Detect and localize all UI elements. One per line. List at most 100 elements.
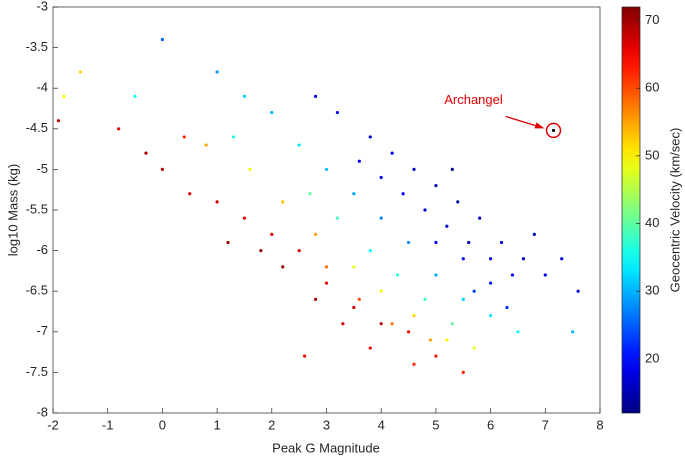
point [352, 265, 356, 269]
point [379, 216, 383, 220]
point [160, 167, 164, 171]
point [182, 135, 186, 139]
point [335, 216, 340, 220]
colorbar-tick-label: 60 [645, 80, 659, 95]
x-tick-label: 6 [487, 417, 494, 432]
point [56, 119, 61, 123]
x-tick-label: 4 [378, 417, 385, 432]
point [297, 249, 301, 253]
point [215, 200, 219, 204]
point [297, 143, 301, 147]
colorbar-tick-label: 70 [645, 12, 659, 27]
point [357, 159, 361, 163]
point [406, 330, 411, 334]
point [396, 273, 400, 277]
point [571, 330, 575, 334]
point [521, 257, 526, 261]
y-tick-label: -6 [36, 242, 48, 257]
point [434, 240, 438, 245]
point [560, 257, 564, 261]
point [231, 135, 236, 139]
point [543, 273, 547, 277]
x-tick-label: -2 [47, 417, 59, 432]
point [379, 175, 383, 180]
point [406, 240, 411, 245]
annotation-label: Archangel [444, 92, 503, 107]
point [324, 281, 329, 285]
point [248, 167, 252, 171]
point [160, 37, 164, 42]
colorbar-tick-label: 40 [645, 215, 659, 230]
colorbar-tick-label: 30 [645, 283, 659, 298]
x-tick-label: 8 [596, 417, 603, 432]
point [117, 127, 121, 131]
point [510, 273, 515, 277]
y-tick-label: -7 [36, 323, 48, 338]
point [445, 338, 449, 342]
y-tick-label: -5.5 [26, 201, 48, 216]
point [516, 330, 520, 334]
plot-area [52, 6, 601, 414]
x-tick-label: 3 [323, 417, 330, 432]
y-tick-label: -3 [36, 0, 48, 13]
point [78, 70, 82, 74]
point [368, 346, 372, 350]
point [461, 370, 465, 374]
point [505, 305, 509, 310]
point [281, 265, 285, 269]
y-tick-label: -5 [36, 161, 48, 176]
annotation-arrowhead [534, 122, 545, 129]
point [368, 135, 372, 139]
point [204, 143, 208, 147]
x-tick-label: 5 [432, 417, 439, 432]
annotation-point [551, 128, 556, 133]
y-tick-label: -4 [36, 80, 48, 95]
y-tick-label: -8 [36, 404, 48, 419]
point [352, 305, 356, 310]
colorbar [621, 6, 641, 414]
y-tick-label: -4.5 [26, 120, 48, 135]
y-tick-label: -7.5 [26, 364, 48, 379]
point [324, 167, 329, 171]
point [461, 297, 465, 301]
point [412, 313, 416, 318]
point [242, 216, 247, 220]
point [357, 297, 361, 301]
point [188, 192, 192, 196]
point [352, 192, 356, 196]
point [313, 297, 318, 301]
point [379, 322, 383, 326]
point [434, 273, 438, 277]
colorbar-tick-label: 50 [645, 147, 659, 162]
point [489, 281, 493, 285]
x-tick-label: -1 [102, 417, 114, 432]
y-axis-label: log10 Mass (kg) [5, 164, 20, 256]
point [478, 216, 482, 220]
point [379, 289, 383, 293]
point [335, 110, 340, 115]
point [144, 151, 148, 155]
x-axis-label: Peak G Magnitude [272, 440, 380, 455]
point [412, 362, 416, 366]
point [423, 208, 427, 212]
point [368, 249, 372, 253]
point [62, 94, 66, 98]
x-tick-label: 0 [159, 417, 166, 432]
point [390, 322, 394, 326]
point [242, 94, 247, 98]
point [532, 232, 536, 236]
point [450, 322, 454, 326]
point [303, 354, 307, 358]
colorbar-label: Geocentric Velocity (km/sec) [667, 128, 682, 293]
point [428, 338, 433, 342]
point [324, 265, 329, 269]
point [423, 297, 427, 301]
point [445, 224, 449, 228]
point [461, 257, 465, 261]
point [434, 184, 438, 188]
point [467, 240, 471, 245]
x-tick-label: 7 [542, 417, 549, 432]
point [401, 192, 405, 196]
point [412, 167, 416, 171]
